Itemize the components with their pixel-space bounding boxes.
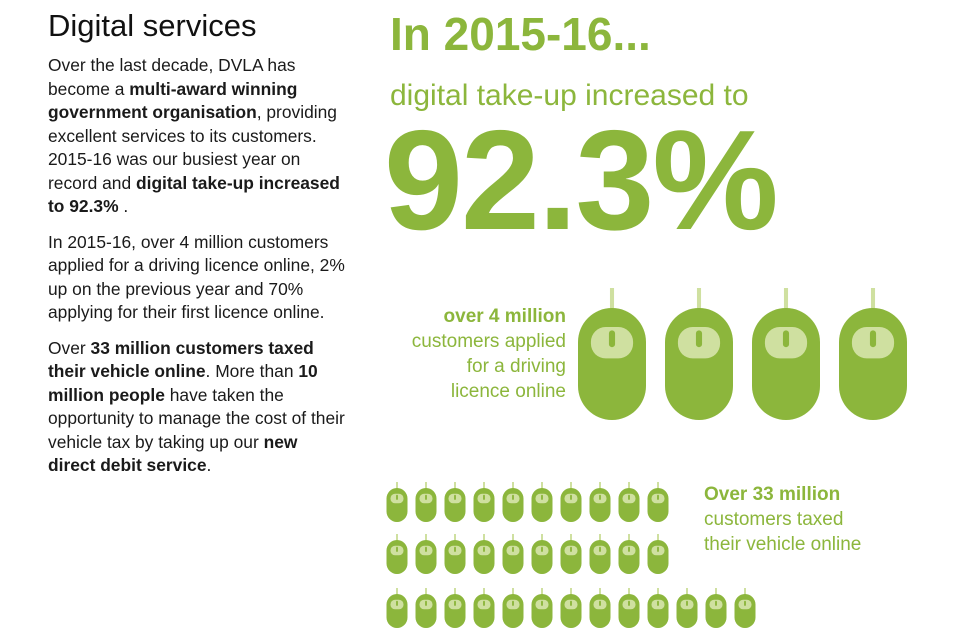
- headline-year: In 2015-16...: [390, 8, 651, 60]
- mouse-icon-small: [647, 534, 669, 574]
- mouse-icon: [665, 288, 733, 420]
- mouse-icon-small: [618, 588, 640, 628]
- mouse-icon-small: [502, 588, 524, 628]
- mouse-icon-small: [386, 588, 408, 628]
- paragraph-licence: In 2015-16, over 4 million customers app…: [48, 231, 345, 323]
- mouse-icon-small: [386, 534, 408, 574]
- mouse-icon-small: [560, 588, 582, 628]
- mouse-icon-small: [647, 588, 669, 628]
- text-column: Digital services Over the last decade, D…: [48, 6, 348, 490]
- mouse-icon-small: [705, 588, 727, 628]
- mouse-icon-small: [502, 534, 524, 574]
- mouse-icon-small: [531, 482, 553, 522]
- mouse-icon-small: [502, 482, 524, 522]
- mouse-icon-small: [734, 588, 756, 628]
- page-title: Digital services: [48, 8, 257, 43]
- mouse-icon-small: [444, 482, 466, 522]
- mouse-icon-small: [589, 534, 611, 574]
- paragraph-intro: Over the last decade, DVLA has become a …: [48, 55, 340, 216]
- mouse-icon-small: [589, 588, 611, 628]
- mouse-icon-small: [676, 588, 698, 628]
- mouse-icon: [839, 288, 907, 420]
- mouse-icon-small: [473, 588, 495, 628]
- mouse-icon-small: [589, 482, 611, 522]
- mouse-icon-small: [531, 588, 553, 628]
- subheadline: digital take-up increased to: [390, 79, 749, 112]
- stat-vehicle-tax-bold: Over 33 million: [704, 484, 841, 505]
- mouse-icon-small: [560, 482, 582, 522]
- mouse-icon-small: [415, 588, 437, 628]
- mouse-icon: [578, 288, 646, 420]
- stat-vehicle-tax: Over 33 million customers taxed their ve…: [704, 484, 862, 555]
- mouse-icon-small: [473, 534, 495, 574]
- mouse-icon: [752, 288, 820, 420]
- mouse-icon-small: [386, 482, 408, 522]
- paragraph-vehicle-tax: Over 33 million customers taxed their ve…: [48, 337, 345, 476]
- mouse-icon-small: [473, 482, 495, 522]
- stat-licence: over 4 million customers applied for a d…: [340, 304, 566, 404]
- mouse-icon-small: [531, 534, 553, 574]
- mouse-icon-small: [560, 534, 582, 574]
- mouse-icon-small: [444, 588, 466, 628]
- big-percentage: 92.3%: [384, 101, 779, 260]
- mouse-icon-small: [618, 482, 640, 522]
- mouse-icon-small: [415, 534, 437, 574]
- mouse-icon-small: [647, 482, 669, 522]
- mouse-icon-small: [415, 482, 437, 522]
- mouse-icon-small: [444, 534, 466, 574]
- stat-licence-bold: over 4 million: [443, 306, 566, 327]
- mouse-icon-small: [618, 534, 640, 574]
